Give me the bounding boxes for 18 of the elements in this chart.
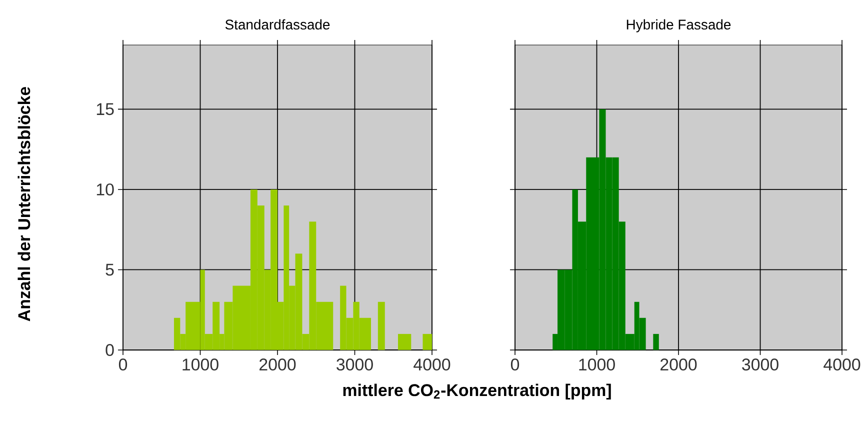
x-tick-label: 3000 <box>742 358 778 371</box>
x-tick-label: 4000 <box>824 358 860 371</box>
x-tick-label: 0 <box>510 358 520 371</box>
x-tick-label: 4000 <box>414 358 450 371</box>
y-tick-label: 15 <box>96 103 114 116</box>
x-tick-label: 2000 <box>260 358 296 371</box>
y-tick-label: 0 <box>106 344 114 356</box>
y-axis-title: Anzahl der Unterrichtsblöcke <box>18 86 30 322</box>
x-tick-label: 2000 <box>660 358 697 371</box>
x-tick-label: 1000 <box>182 358 218 371</box>
x-axis-title: mittlere CO$_{2}$-Konzentration [ppm] <box>343 384 611 400</box>
x-tick-label: 0 <box>118 358 128 371</box>
x-tick-label: 3000 <box>336 358 373 371</box>
chart-title: Hybride Fassade <box>626 19 731 32</box>
chart-title: Standardfassade <box>225 19 330 30</box>
y-tick-label: 5 <box>106 264 114 276</box>
x-tick-label: 1000 <box>579 358 615 371</box>
y-tick-label: 10 <box>96 183 114 196</box>
